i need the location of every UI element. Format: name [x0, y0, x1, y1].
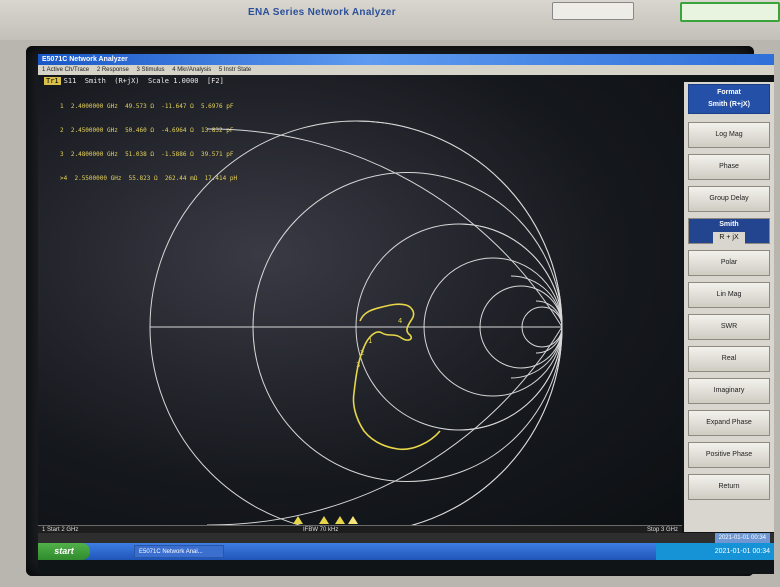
smith-x-arc — [410, 326, 563, 525]
marker-label-4: 4 — [398, 317, 402, 325]
start-button[interactable]: start — [38, 543, 90, 560]
info-datetime: 2021-01-01 00:34 — [714, 533, 770, 543]
start-frequency: 1 Start 2 GHz — [42, 527, 79, 533]
smith-x-arc — [355, 120, 563, 328]
stop-frequency: Stop 3 GHz — [646, 527, 678, 533]
marker-row: 1 2.4000000 GHz 49.573 Ω -11.647 Ω 5.697… — [60, 103, 234, 110]
softkey-return[interactable]: Return — [688, 474, 770, 500]
softkey-group-delay[interactable]: Group Delay — [688, 186, 770, 212]
window-title: E5071C Network Analyzer — [38, 54, 774, 65]
menu-bar: 1 Active Ch/Trace 2 Response 3 Stimulus … — [38, 65, 774, 75]
smith-chart-area[interactable]: Tr1 S11 Smith (R+jX) Scale 1.0000 [F2] 1 … — [38, 75, 682, 525]
smith-x-arc — [458, 326, 563, 431]
trace-header: Tr1 S11 Smith (R+jX) Scale 1.0000 [F2] — [44, 77, 224, 85]
softkey-expand-phase[interactable]: Expand Phase — [688, 410, 770, 436]
menu-item-instr-state[interactable]: 5 Instr State — [218, 67, 252, 73]
smith-x-arc — [535, 326, 563, 354]
sweep-status-bar: 1 Start 2 GHz IFBW 70 kHz Stop 3 GHz — [38, 525, 682, 534]
softkey-log-mag[interactable]: Log Mag — [688, 122, 770, 148]
trace-header-text: S11 Smith (R+jX) Scale 1.0000 [F2] — [63, 77, 224, 85]
marker-triangle-icon — [319, 516, 329, 524]
softkey-smith-label: Smith — [719, 220, 739, 228]
softkey-swr[interactable]: SWR — [688, 314, 770, 340]
bezel-button-2[interactable] — [680, 2, 780, 22]
marker-row: 3 2.4800000 GHz 51.038 Ω -1.5886 Ω 39.57… — [60, 151, 234, 158]
info-bar: 2021-01-01 00:34 — [38, 533, 774, 543]
smith-x-arc — [510, 326, 563, 379]
softkey-smith-sub: R + jX — [713, 231, 745, 244]
bezel-button-1[interactable] — [552, 2, 634, 20]
ifbw-label: IFBW 70 kHz — [303, 527, 339, 533]
softkey-positive-phase[interactable]: Positive Phase — [688, 442, 770, 468]
softkey-panel: Format Smith (R+jX) Log Mag Phase Group … — [684, 82, 774, 532]
analyzer-screen: E5071C Network Analyzer 1 Active Ch/Trac… — [38, 54, 774, 574]
softkey-real[interactable]: Real — [688, 346, 770, 372]
trace-tag: Tr1 — [44, 77, 61, 85]
marker-label-1: 1 — [368, 337, 372, 345]
brand-label: ENA Series Network Analyzer — [248, 7, 396, 18]
menu-item-mkr-analysis[interactable]: 4 Mkr/Analysis — [172, 67, 212, 73]
windows-taskbar: start E5071C Network Anal... 2021-01-01 … — [38, 543, 774, 560]
marker-label-3: 3 — [356, 361, 360, 369]
softkey-phase[interactable]: Phase — [688, 154, 770, 180]
instrument-bezel-top: ENA Series Network Analyzer — [0, 0, 780, 40]
smith-x-arc — [207, 326, 563, 525]
marker-triangle-icon — [293, 516, 303, 524]
marker-label-2: 2 — [360, 349, 364, 357]
softkey-imaginary[interactable]: Imaginary — [688, 378, 770, 404]
system-tray-clock: 2021-01-01 00:34 — [656, 543, 774, 560]
active-marker-triangle-icon — [348, 516, 358, 524]
marker-row: 2 2.4500000 GHz 50.460 Ω -4.6964 Ω 13.83… — [60, 127, 234, 134]
softkey-smith[interactable]: Smith R + jX — [688, 218, 770, 244]
menu-item-active-ch[interactable]: 1 Active Ch/Trace — [42, 67, 90, 73]
smith-chart: 1 2 3 4 — [149, 120, 563, 525]
marker-row: >4 2.5500000 GHz 55.823 Ω 262.44 mΩ 17.4… — [60, 175, 238, 182]
marker-triangle-icon — [335, 516, 345, 524]
marker-readout: 1 2.4000000 GHz 49.573 Ω -11.647 Ω 5.697… — [60, 87, 237, 199]
smith-x-arc — [535, 300, 563, 328]
menu-item-stimulus[interactable]: 3 Stimulus — [136, 67, 165, 73]
softkey-polar[interactable]: Polar — [688, 250, 770, 276]
smith-x-arc — [458, 223, 563, 328]
smith-x-arc — [206, 128, 563, 328]
s11-trace — [352, 303, 441, 451]
smith-x-arc — [510, 275, 563, 328]
menu-item-response[interactable]: 2 Response — [96, 67, 129, 73]
softkey-format-header: Format Smith (R+jX) — [688, 84, 770, 114]
softkey-lin-mag[interactable]: Lin Mag — [688, 282, 770, 308]
taskbar-app-button[interactable]: E5071C Network Anal... — [134, 545, 224, 558]
